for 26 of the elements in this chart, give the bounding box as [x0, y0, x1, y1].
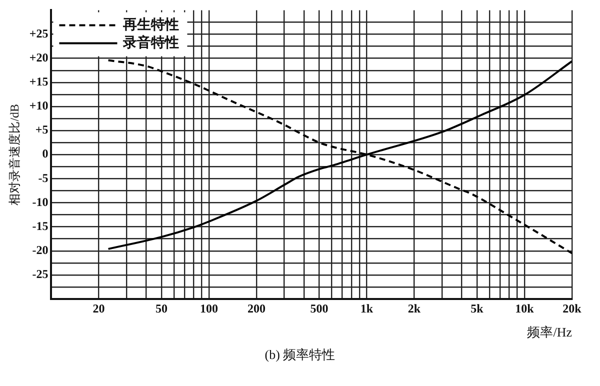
y-tick-label: +15	[29, 74, 48, 88]
text: (b) 频率特性	[264, 346, 336, 364]
y-tick-label: -20	[32, 242, 48, 257]
x-tick-label: 100	[200, 301, 218, 316]
y-tick-label: +25	[29, 26, 48, 40]
x-tick-label: 500	[310, 301, 328, 316]
legend-label: 再生特性	[122, 16, 180, 33]
x-axis-title: 频率/Hz	[527, 324, 572, 340]
x-tick-label: 1k	[360, 301, 374, 316]
y-tick-label: -5	[38, 170, 48, 185]
y-tick-label: +5	[35, 122, 48, 137]
y-tick-label: -10	[32, 194, 48, 209]
x-tick-label: 20k	[562, 301, 582, 316]
x-tick-label: 2k	[408, 301, 421, 316]
y-tick-label: +10	[29, 98, 48, 113]
y-tick-label: 0	[42, 146, 48, 161]
x-tick-label: 20	[92, 301, 105, 316]
x-tick-label: 5k	[470, 301, 484, 316]
y-axis-title: 相对录音速度比/dB	[7, 104, 22, 206]
x-tick-label: 10k	[515, 301, 534, 316]
legend-label: 录音特性	[122, 34, 180, 51]
x-tick-label: 50	[156, 301, 168, 316]
y-tick-label: -25	[32, 267, 48, 282]
y-tick-label: +20	[29, 50, 48, 64]
x-tick-label: 200	[247, 301, 266, 316]
y-tick-label: -15	[32, 218, 48, 233]
